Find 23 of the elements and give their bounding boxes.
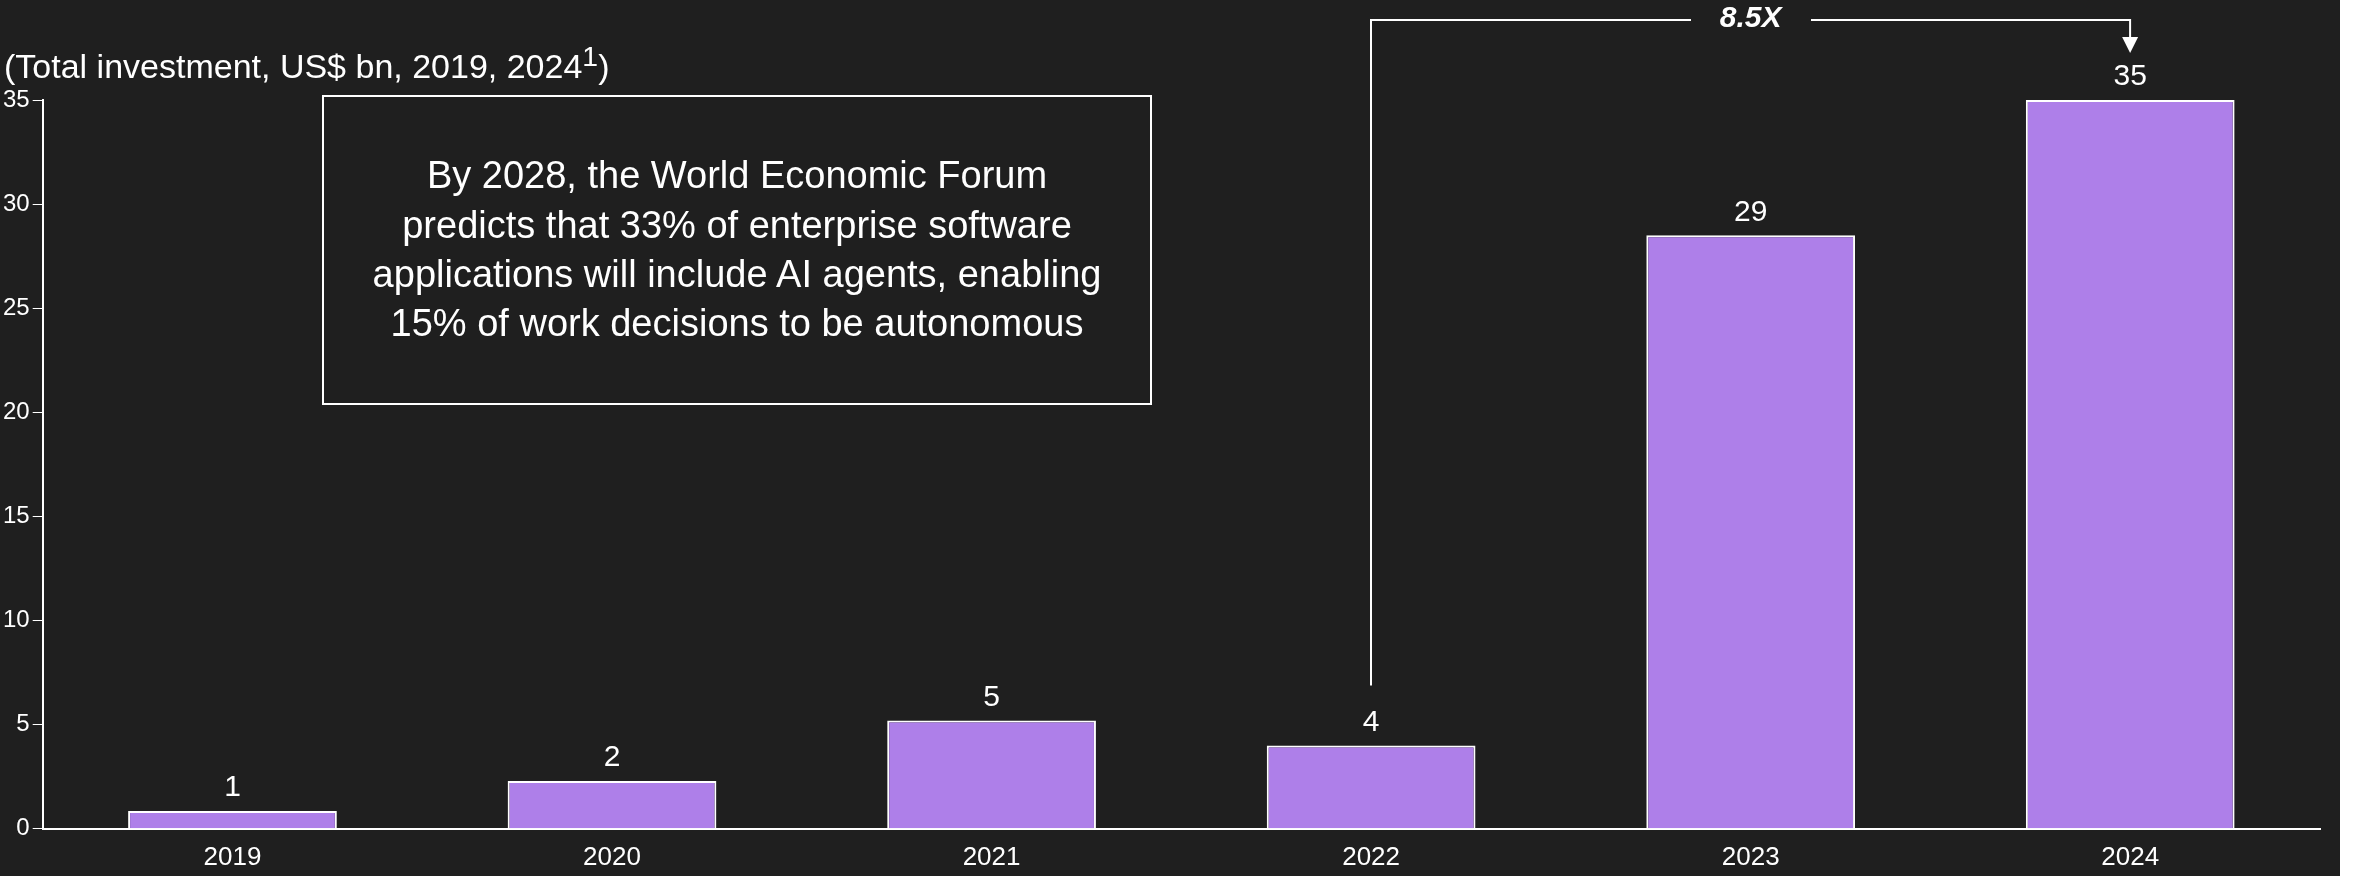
y-tick-label: 25: [2, 292, 30, 320]
data-label: 29: [1733, 193, 1768, 227]
x-tick-label: 2022: [1342, 840, 1401, 871]
data-label: 5: [983, 678, 1000, 712]
data-label: 4: [1362, 703, 1380, 737]
data-label: 1: [224, 769, 241, 803]
data-label: 2: [603, 739, 621, 773]
chart-title: (Total investment, US$ bn, 2019, 2024$^{1}$): [4, 40, 610, 87]
y-tick-label: 15: [2, 501, 30, 529]
x-tick-label: 2021: [962, 840, 1021, 871]
y-tick-label: 20: [2, 396, 30, 424]
y-tick-label: 35: [2, 84, 30, 112]
x-tick-label: 2023: [1721, 840, 1780, 871]
annotation: By 2028, the World Economic Forum predicts that 33% of enterprise software applications will include AI agents, enabling 15% of work decisions to be autonomous: [322, 95, 1152, 405]
y-tick-label: 5: [16, 709, 30, 737]
y-tick-label: 0: [16, 813, 30, 841]
data-label: 35: [2113, 58, 2147, 92]
x-tick-label: 2020: [583, 840, 641, 871]
x-tick-label: 2024: [2101, 840, 2160, 871]
y-tick-label: 10: [2, 605, 30, 633]
text: 8.5X: [1690, 0, 1811, 34]
y-tick-label: 30: [2, 188, 30, 216]
x-tick-label: 2019: [203, 840, 262, 871]
